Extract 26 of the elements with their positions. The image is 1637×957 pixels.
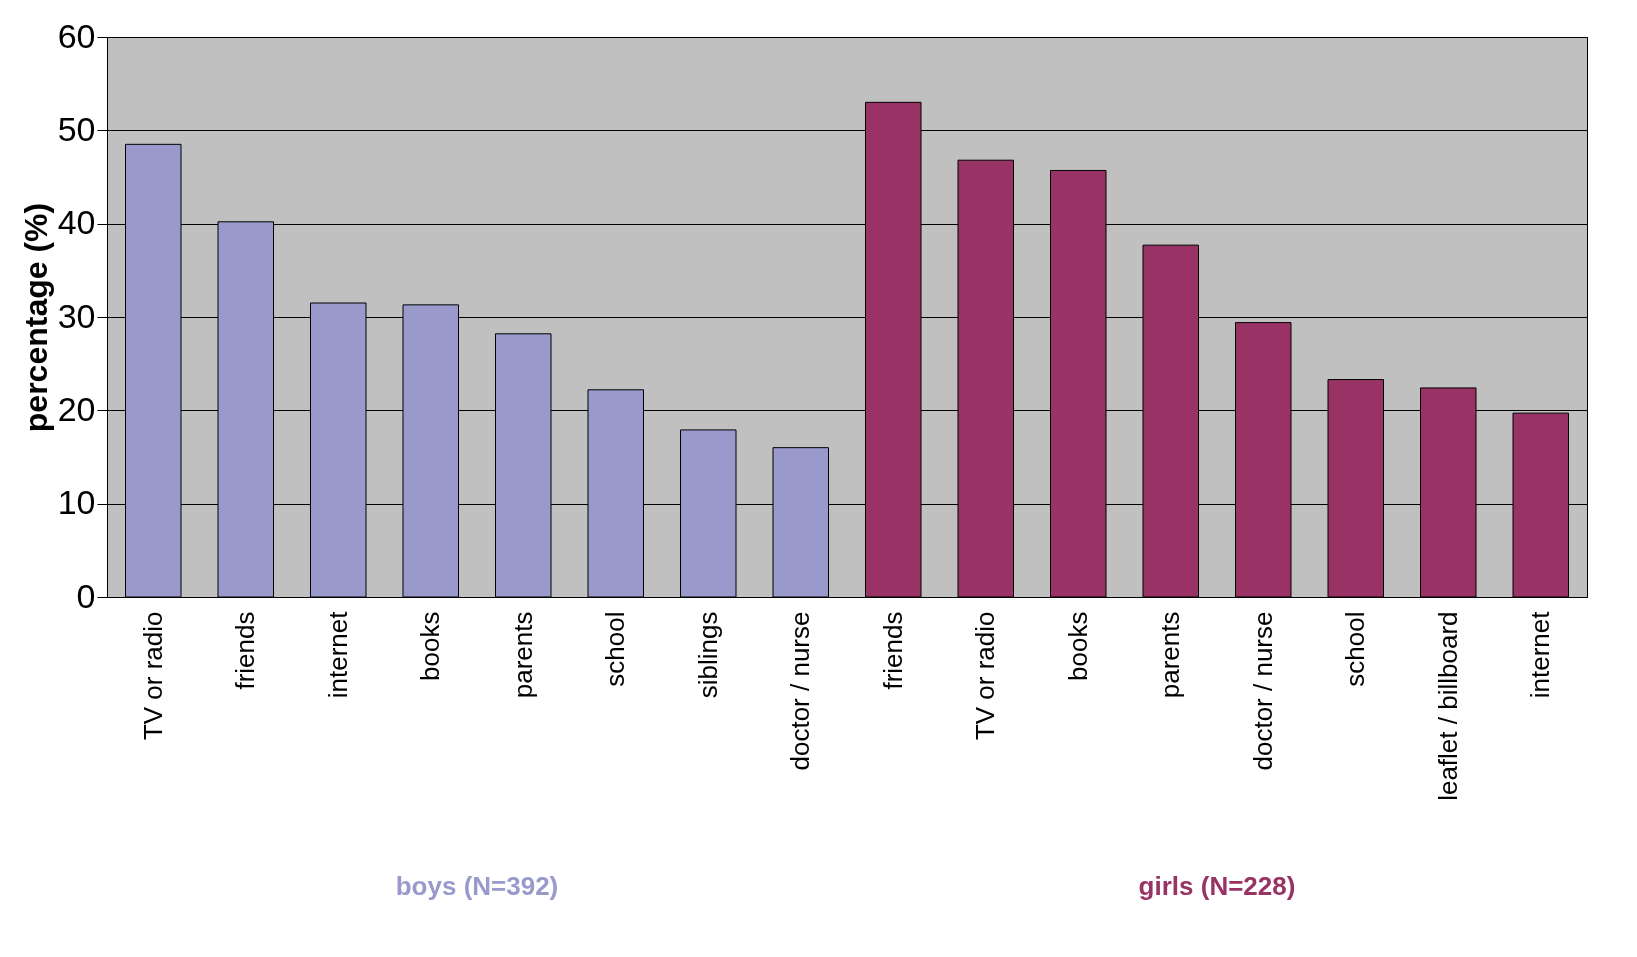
- x-tick-label: doctor / nurse: [785, 611, 816, 771]
- y-tick-label: 40: [57, 203, 96, 242]
- x-tick-label: doctor / nurse: [1247, 611, 1278, 771]
- x-tick-label: siblings: [692, 611, 723, 699]
- y-tick-label: 0: [76, 576, 96, 615]
- x-tick-label: school: [1340, 611, 1371, 687]
- x-tick-label: internet: [1525, 610, 1556, 699]
- y-axis-title: percentage (%): [17, 202, 54, 433]
- x-tick-label: friends: [230, 611, 261, 690]
- y-tick-label: 10: [57, 483, 96, 522]
- y-tick-label: 30: [57, 296, 96, 335]
- y-tick-label: 20: [57, 389, 96, 428]
- text: girls (N=228): [1138, 871, 1296, 901]
- y-tick-label: 50: [57, 109, 96, 148]
- x-tick-label: friends: [877, 611, 908, 690]
- x-tick-label: books: [1062, 611, 1093, 681]
- x-tick-label: books: [415, 611, 446, 681]
- x-tick-label: school: [600, 611, 631, 687]
- x-tick-label: internet: [322, 610, 353, 699]
- y-tick-label: 60: [57, 16, 96, 55]
- x-tick-label: parents: [1155, 611, 1186, 699]
- text: boys (N=392): [395, 871, 559, 901]
- x-tick-label: TV or radio: [137, 611, 168, 741]
- x-tick-label: leaflet / billboard: [1432, 611, 1463, 801]
- x-tick-label: TV or radio: [970, 611, 1001, 741]
- x-tick-label: parents: [507, 611, 538, 699]
